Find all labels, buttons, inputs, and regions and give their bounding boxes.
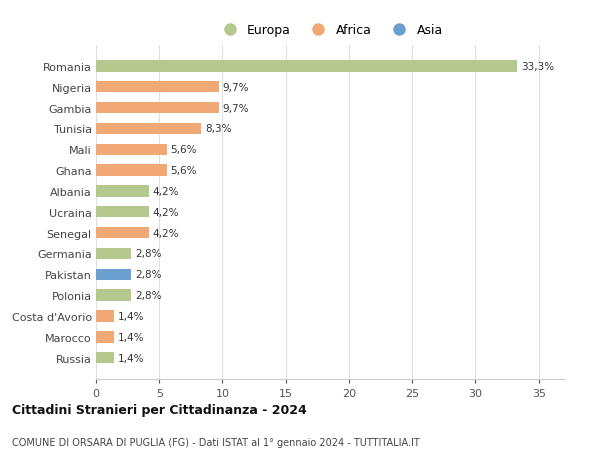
Text: 1,4%: 1,4% bbox=[118, 311, 144, 321]
Bar bbox=[96, 61, 517, 73]
Text: 5,6%: 5,6% bbox=[170, 145, 197, 155]
Bar bbox=[96, 248, 131, 260]
Text: 4,2%: 4,2% bbox=[153, 186, 179, 196]
Text: 1,4%: 1,4% bbox=[118, 332, 144, 342]
Text: 1,4%: 1,4% bbox=[118, 353, 144, 363]
Bar bbox=[96, 207, 149, 218]
Text: 2,8%: 2,8% bbox=[135, 270, 162, 280]
Text: 5,6%: 5,6% bbox=[170, 166, 197, 176]
Text: 9,7%: 9,7% bbox=[223, 103, 249, 113]
Bar bbox=[96, 82, 218, 93]
Text: Cittadini Stranieri per Cittadinanza - 2024: Cittadini Stranieri per Cittadinanza - 2… bbox=[12, 403, 307, 416]
Text: 8,3%: 8,3% bbox=[205, 124, 231, 134]
Bar bbox=[96, 331, 114, 343]
Bar bbox=[96, 227, 149, 239]
Bar bbox=[96, 290, 131, 301]
Text: 4,2%: 4,2% bbox=[153, 207, 179, 217]
Text: 2,8%: 2,8% bbox=[135, 291, 162, 301]
Bar bbox=[96, 269, 131, 280]
Bar bbox=[96, 103, 218, 114]
Text: 4,2%: 4,2% bbox=[153, 228, 179, 238]
Legend: Europa, Africa, Asia: Europa, Africa, Asia bbox=[212, 19, 448, 42]
Text: 33,3%: 33,3% bbox=[521, 62, 554, 72]
Text: 9,7%: 9,7% bbox=[223, 83, 249, 93]
Bar bbox=[96, 123, 201, 135]
Text: 2,8%: 2,8% bbox=[135, 249, 162, 259]
Bar bbox=[96, 165, 167, 176]
Bar bbox=[96, 311, 114, 322]
Bar bbox=[96, 186, 149, 197]
Text: COMUNE DI ORSARA DI PUGLIA (FG) - Dati ISTAT al 1° gennaio 2024 - TUTTITALIA.IT: COMUNE DI ORSARA DI PUGLIA (FG) - Dati I… bbox=[12, 437, 420, 447]
Bar bbox=[96, 352, 114, 364]
Bar bbox=[96, 144, 167, 156]
